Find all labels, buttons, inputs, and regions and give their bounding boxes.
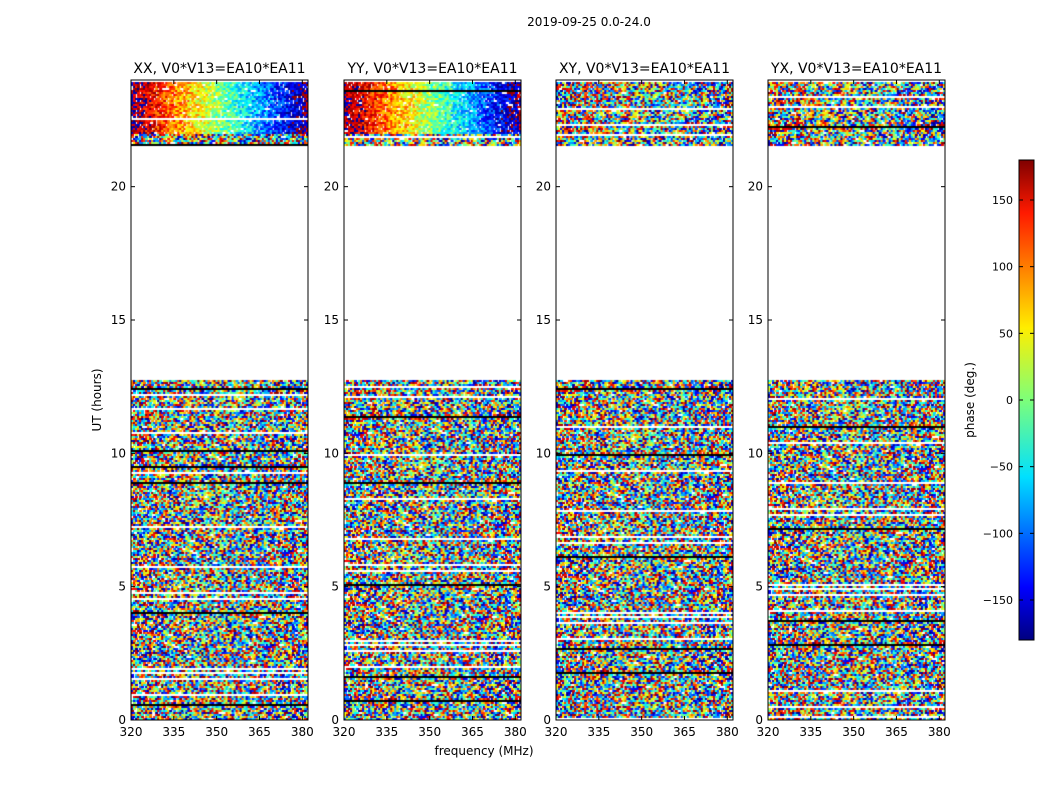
y-tick-label: 10 (324, 446, 339, 460)
y-tick-label: 10 (536, 446, 551, 460)
y-tick-label: 5 (118, 580, 126, 594)
y-tick-label: 15 (748, 313, 763, 327)
x-tick-label: 335 (162, 725, 185, 739)
colorbar-tick-label: 50 (999, 327, 1013, 340)
y-tick-label: 0 (543, 713, 551, 727)
y-tick-label: 20 (111, 180, 126, 194)
y-tick-label: 15 (536, 313, 551, 327)
x-tick-label: 350 (842, 725, 865, 739)
panel-frame (343, 79, 522, 721)
colorbar: 150 100 50 0 −50 −100 −150 phase (deg.) (963, 159, 1035, 641)
y-tick-label: 20 (324, 180, 339, 194)
y-tick-label: 5 (755, 580, 763, 594)
y-tick-label: 0 (118, 713, 126, 727)
x-tick-label: 365 (461, 725, 484, 739)
y-tick-label: 15 (324, 313, 339, 327)
heatmap-xx (131, 80, 308, 720)
y-tick-label: 15 (111, 313, 126, 327)
x-tick-label: 335 (375, 725, 398, 739)
y-tick-label: 5 (543, 580, 551, 594)
x-tick-label: 365 (248, 725, 271, 739)
x-axis-label: frequency (MHz) (434, 744, 533, 758)
x-tick-label: 335 (799, 725, 822, 739)
panel-yy: YY, V0*V13=EA10*EA11 320 335 350 365 380 0 5 10 1… (324, 61, 527, 739)
x-tick-label: 350 (418, 725, 441, 739)
panel-frame (130, 79, 309, 721)
y-tick-label: 10 (111, 446, 126, 460)
colorbar-tick-label: −100 (983, 527, 1013, 540)
x-tick-label: 335 (587, 725, 610, 739)
colorbar-tick-label: 150 (992, 194, 1013, 207)
heatmap-canvas-yx (768, 80, 945, 720)
x-tick-label: 365 (885, 725, 908, 739)
y-tick-label: 10 (748, 446, 763, 460)
colorbar-ticks: 150 100 50 0 −50 −100 −150 (983, 194, 1034, 607)
heatmap-canvas-xx (131, 80, 308, 720)
x-tick-label: 380 (291, 725, 314, 739)
panel-title: XY, V0*V13=EA10*EA11 (559, 61, 730, 77)
y-axis-label: UT (hours) (90, 368, 104, 431)
heatmap-xy (556, 80, 733, 720)
panel-title: YY, V0*V13=EA10*EA11 (346, 61, 517, 77)
colorbar-tick-label: 0 (1006, 394, 1013, 407)
x-tick-label: 350 (205, 725, 228, 739)
panel-yx: YX, V0*V13=EA10*EA11 320 335 350 365 380 0 5 10 1… (748, 61, 951, 739)
x-tick-label: 380 (716, 725, 739, 739)
x-tick-label: 320 (757, 725, 780, 739)
heatmap-canvas-yy (344, 80, 521, 720)
panel-frame (555, 79, 734, 721)
colorbar-label: phase (deg.) (963, 362, 977, 438)
x-tick-label: 380 (928, 725, 951, 739)
heatmap-canvas-xy (556, 80, 733, 720)
colorbar-tick-label: −50 (990, 461, 1013, 474)
panel-frame (767, 79, 946, 721)
colorbar-tick-label: −150 (983, 594, 1013, 607)
heatmap-yy (344, 80, 521, 720)
y-tick-label: 0 (755, 713, 763, 727)
y-tick-label: 5 (331, 580, 339, 594)
x-tick-label: 350 (630, 725, 653, 739)
panel-title: YX, V0*V13=EA10*EA11 (770, 61, 942, 77)
colorbar-tick-label: 100 (992, 261, 1013, 274)
x-tick-label: 320 (333, 725, 356, 739)
y-tick-label: 0 (331, 713, 339, 727)
y-tick-label: 20 (536, 180, 551, 194)
panel-xy: XY, V0*V13=EA10*EA11 320 335 350 365 380 0 5 10 1… (536, 61, 739, 739)
x-tick-label: 365 (673, 725, 696, 739)
panel-xx: XX, V0*V13=EA10*EA11 320 335 350 365 380 0 5 10 1… (111, 61, 314, 739)
y-tick-label: 20 (748, 180, 763, 194)
heatmap-yx (768, 80, 945, 720)
panels-group: XX, V0*V13=EA10*EA11 320 335 350 365 380 0 5 10 1… (111, 61, 951, 739)
figure-suptitle: 2019-09-25 0.0-24.0 (527, 15, 651, 29)
x-tick-label: 320 (545, 725, 568, 739)
panel-title: XX, V0*V13=EA10*EA11 (133, 61, 305, 77)
x-tick-label: 380 (504, 725, 527, 739)
x-tick-label: 320 (120, 725, 143, 739)
